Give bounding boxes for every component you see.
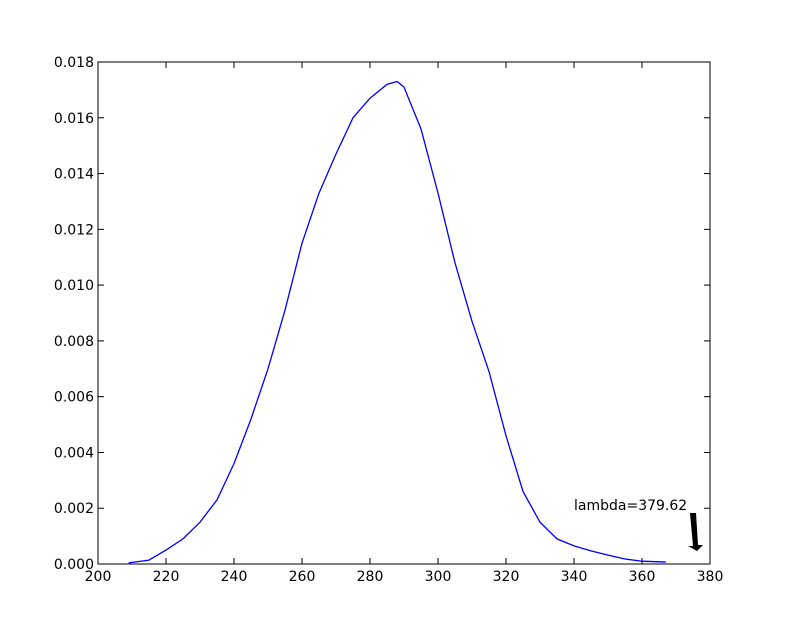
- y-tick-label: 0.004: [54, 445, 94, 461]
- annotation-arrow: [688, 513, 703, 551]
- y-tick-label: 0.000: [54, 557, 94, 573]
- plot-frame: [97, 61, 711, 565]
- y-tick-label: 0.014: [54, 167, 94, 183]
- x-tick-label: 380: [697, 569, 724, 585]
- y-tick-label: 0.010: [54, 278, 94, 294]
- y-tick-label: 0.012: [54, 222, 94, 238]
- y-tick-label: 0.008: [54, 334, 94, 350]
- x-tick-label: 280: [357, 569, 384, 585]
- x-tick-label: 320: [493, 569, 520, 585]
- line-series: [128, 80, 666, 564]
- x-tick-label: 200: [85, 569, 112, 585]
- x-tick-label: 240: [221, 569, 248, 585]
- x-tick-label: 260: [289, 569, 316, 585]
- y-tick-label: 0.002: [54, 501, 94, 517]
- y-tick-label: 0.018: [54, 55, 94, 71]
- x-tick-label: 360: [629, 569, 656, 585]
- y-tick-label: 0.006: [54, 390, 94, 406]
- x-tick-label: 300: [425, 569, 452, 585]
- y-tick-label: 0.016: [54, 111, 94, 127]
- x-tick-label: 220: [153, 569, 180, 585]
- x-tick-label: 340: [561, 569, 588, 585]
- annotation: lambda=379.62: [574, 498, 687, 514]
